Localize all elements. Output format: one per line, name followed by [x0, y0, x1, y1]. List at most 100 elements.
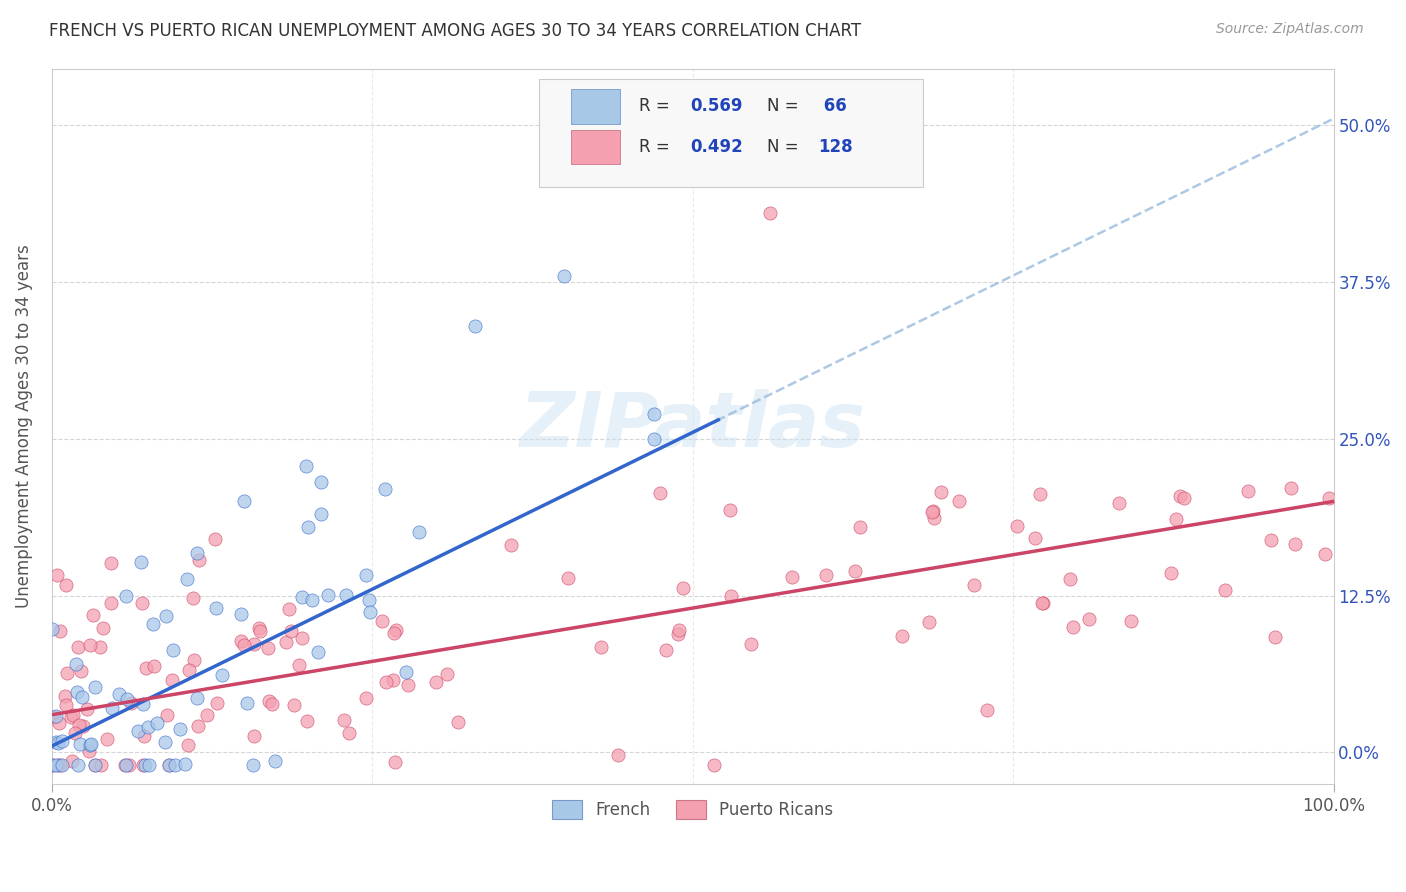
Point: [153, 735, 176, 749]
Point: [782, 570, 804, 584]
Point: [160, 673, 183, 687]
Point: [277, 602, 299, 616]
Point: [48, 716, 70, 731]
Point: [740, 637, 762, 651]
Point: [155, 609, 177, 624]
Point: [120, 697, 142, 711]
Point: [100, 596, 122, 610]
Point: [295, 459, 318, 474]
Point: [396, 678, 419, 692]
Y-axis label: Unemployment Among Ages 30 to 34 years: Unemployment Among Ages 30 to 34 years: [15, 244, 32, 608]
Point: [195, 708, 218, 723]
Point: [84, 680, 107, 694]
Point: [1213, 582, 1236, 597]
Point: [162, 642, 184, 657]
Point: [79, 638, 101, 652]
Point: [114, 589, 136, 603]
FancyBboxPatch shape: [571, 89, 620, 124]
Point: [1121, 614, 1143, 628]
Point: [169, 722, 191, 736]
Point: [131, 596, 153, 610]
Point: [134, 758, 156, 772]
Point: [291, 591, 314, 605]
Point: [650, 485, 672, 500]
Point: [425, 675, 447, 690]
Point: [591, 640, 613, 654]
Point: [356, 691, 378, 706]
Point: [183, 653, 205, 667]
Point: [1173, 491, 1195, 505]
Point: [188, 552, 211, 566]
Point: [447, 715, 470, 730]
Point: [464, 318, 486, 333]
Point: [70, 664, 93, 678]
Point: [666, 627, 689, 641]
Point: [205, 696, 228, 710]
Point: [1108, 495, 1130, 509]
Point: [921, 505, 943, 519]
Point: [55, 698, 77, 713]
Point: [1284, 537, 1306, 551]
Point: [101, 701, 124, 715]
Text: N =: N =: [768, 138, 804, 156]
Point: [672, 581, 695, 595]
Point: [1007, 519, 1029, 533]
Point: [156, 707, 179, 722]
Point: [66, 758, 89, 772]
Point: [382, 626, 405, 640]
Point: [1164, 512, 1187, 526]
Point: [142, 658, 165, 673]
Point: [1062, 620, 1084, 634]
Point: [204, 600, 226, 615]
Point: [264, 754, 287, 768]
Point: [89, 640, 111, 655]
Point: [815, 568, 838, 582]
Point: [922, 511, 945, 525]
Point: [77, 744, 100, 758]
Point: [138, 758, 160, 772]
Point: [186, 690, 208, 705]
Point: [233, 494, 256, 508]
Point: [46, 758, 69, 772]
Point: [1317, 491, 1340, 506]
Point: [242, 729, 264, 743]
Point: [83, 758, 105, 772]
Point: [56, 666, 79, 681]
Point: [354, 568, 377, 582]
Point: [211, 668, 233, 682]
Point: [381, 673, 404, 688]
Point: [70, 690, 93, 704]
Point: [1031, 596, 1053, 610]
FancyBboxPatch shape: [538, 79, 924, 186]
Point: [231, 634, 253, 648]
Point: [42, 758, 65, 772]
Point: [557, 571, 579, 585]
Point: [51, 758, 73, 772]
Point: [67, 717, 90, 731]
FancyBboxPatch shape: [571, 130, 620, 164]
Text: 0.569: 0.569: [690, 97, 742, 115]
Point: [280, 624, 302, 638]
Point: [1029, 487, 1052, 501]
Point: [718, 503, 741, 517]
Point: [385, 623, 408, 637]
Point: [501, 538, 523, 552]
Point: [49, 758, 72, 772]
Point: [337, 726, 360, 740]
Point: [1024, 531, 1046, 545]
Point: [53, 689, 76, 703]
Point: [181, 591, 204, 606]
Point: [929, 484, 952, 499]
Point: [316, 588, 339, 602]
Point: [186, 546, 208, 560]
Point: [1059, 573, 1081, 587]
Point: [1264, 630, 1286, 644]
Point: [62, 708, 84, 723]
Point: [114, 758, 136, 772]
Point: [65, 657, 87, 672]
Point: [91, 621, 114, 635]
Point: [142, 617, 165, 632]
Point: [720, 589, 742, 603]
Point: [375, 675, 398, 690]
Point: [176, 572, 198, 586]
